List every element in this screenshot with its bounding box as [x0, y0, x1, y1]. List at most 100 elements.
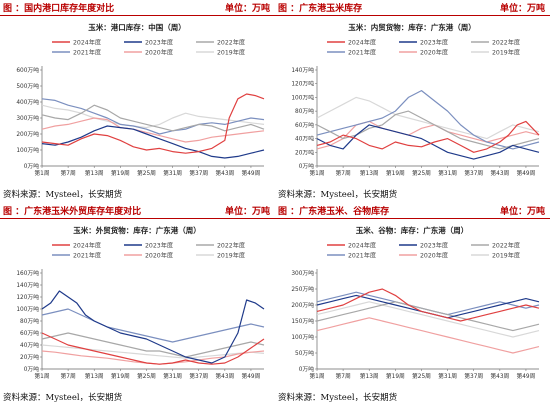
series-line-2022年度 [316, 301, 540, 332]
y-tick-label: 200万吨 [16, 130, 39, 138]
panel-unit: 单位：万吨 [499, 4, 545, 14]
panel-title: 图 ：广东港玉米库存 [278, 4, 363, 14]
x-tick-label: 第1周 [34, 169, 49, 177]
y-tick-label: 60万吨 [295, 121, 314, 129]
y-tick-label: 100万吨 [16, 146, 39, 154]
panel-unit: 单位：万吨 [499, 207, 545, 217]
x-tick-label: 第37周 [464, 372, 483, 380]
legend-label: 2021年度 [348, 252, 376, 260]
series-line-2023年度 [41, 125, 265, 159]
chart-guangdong-grain: 玉米、谷物：库存：广东港（周） 2024年度 2023年度 2022年度 2021年度 2… [291, 225, 540, 380]
legend-label: 2023年度 [420, 242, 448, 250]
legend-label: 2021年度 [348, 49, 376, 57]
series-line-2024年度 [41, 332, 265, 365]
panel-header: 图 ：广东港玉米、谷物库存 单位：万吨 [275, 203, 550, 219]
y-tick-label: 100万吨 [16, 305, 39, 313]
y-tick-label: 100万吨 [291, 333, 314, 341]
series-line-2020年度 [316, 317, 540, 354]
legend-label: 2024年度 [348, 242, 376, 250]
legend-label: 2021年度 [73, 252, 101, 260]
legend-label: 2020年度 [420, 49, 448, 57]
chart-title: 玉米：港口库存：中国（周） [88, 22, 186, 32]
chart-title: 玉米：内贸货物：库存：广东港（周） [348, 22, 476, 32]
chart-title: 玉米：外贸货物：库存：广东港（周） [73, 225, 201, 235]
source-note: 资料来源：Mysteel，长安期货 [278, 190, 398, 200]
series-line-2020年度 [316, 120, 540, 150]
series-line-2020年度 [41, 350, 265, 365]
x-tick-label: 第43周 [490, 169, 509, 177]
y-tick-label: 80万吨 [20, 317, 39, 325]
y-tick-label: 40万吨 [295, 135, 314, 143]
x-tick-label: 第49周 [516, 169, 535, 177]
x-tick-label: 第1周 [34, 372, 49, 380]
x-tick-label: 第1周 [309, 372, 324, 380]
legend-label: 2023年度 [420, 39, 448, 47]
x-tick-label: 第49周 [516, 372, 535, 380]
y-tick-label: 0万吨 [24, 162, 39, 170]
source-note: 资料来源：Mysteel，长安期货 [278, 393, 398, 403]
series-line-2023年度 [316, 124, 540, 160]
x-tick-label: 第19周 [111, 169, 130, 177]
x-tick-label: 第7周 [60, 372, 75, 380]
panel-title: 图 ：国内港口库存年度对比 [3, 4, 115, 14]
x-tick-label: 第13周 [360, 169, 379, 177]
series-line-2021年度 [316, 89, 540, 150]
y-tick-label: 120万吨 [291, 80, 314, 88]
series-line-2024年度 [41, 93, 265, 154]
y-tick-label: 300万吨 [16, 114, 39, 122]
panel-header: 图 ：国内港口库存年度对比 单位：万吨 [0, 0, 275, 16]
legend-label: 2020年度 [145, 49, 173, 57]
y-tick-label: 150万吨 [291, 317, 314, 325]
series-line-2019年度 [316, 301, 540, 338]
legend-label: 2024年度 [73, 39, 101, 47]
x-tick-label: 第25周 [412, 169, 431, 177]
panel-unit: 单位：万吨 [224, 4, 270, 14]
x-tick-label: 第31周 [438, 372, 457, 380]
x-tick-label: 第31周 [438, 169, 457, 177]
series-line-2024年度 [316, 288, 540, 322]
panel-unit: 单位：万吨 [224, 207, 270, 217]
x-tick-label: 第19周 [386, 169, 405, 177]
y-tick-label: 250万吨 [291, 285, 314, 293]
legend-label: 2020年度 [420, 252, 448, 260]
y-tick-label: 120万吨 [16, 293, 39, 301]
legend-label: 2022年度 [492, 242, 520, 250]
y-tick-label: 400万吨 [16, 98, 39, 106]
x-tick-label: 第19周 [111, 372, 130, 380]
legend-label: 2020年度 [145, 252, 173, 260]
legend-label: 2022年度 [217, 242, 245, 250]
series-line-2023年度 [41, 290, 265, 364]
series-line-2022年度 [41, 332, 265, 358]
panel-title: 图 ：广东港玉米外贸库存年度对比 [3, 207, 142, 217]
y-tick-label: 0万吨 [24, 365, 39, 373]
series-line-2022年度 [316, 110, 540, 150]
panel-port-inventory: 图 ：国内港口库存年度对比 单位：万吨 玉米：港口库存：中国（周） 2024年度 2… [0, 0, 275, 203]
x-tick-label: 第13周 [85, 169, 104, 177]
x-tick-label: 第7周 [335, 372, 350, 380]
chart-title: 玉米、谷物：库存：广东港（周） [356, 225, 469, 235]
panel-guangdong-domestic: 图 ：广东港玉米库存 单位：万吨 玉米：内贸货物：库存：广东港（周） 2024年度… [275, 0, 550, 203]
y-tick-label: 600万吨 [16, 66, 39, 74]
y-tick-label: 0万吨 [299, 162, 314, 170]
y-tick-label: 140万吨 [16, 281, 39, 289]
y-tick-label: 300万吨 [291, 269, 314, 277]
y-tick-label: 160万吨 [16, 269, 39, 277]
legend-label: 2019年度 [492, 49, 520, 57]
x-tick-label: 第7周 [335, 169, 350, 177]
chart-port-inventory: 玉米：港口库存：中国（周） 2024年度 2023年度 2022年度 2021年度 202… [16, 22, 265, 177]
source-note: 资料来源：Mysteel，长安期货 [3, 190, 123, 200]
series-line-2019年度 [316, 96, 540, 140]
x-tick-label: 第7周 [60, 169, 75, 177]
x-tick-label: 第19周 [386, 372, 405, 380]
panel-header: 图 ：广东港玉米库存 单位：万吨 [275, 0, 550, 16]
x-tick-label: 第25周 [412, 372, 431, 380]
source-note: 资料来源：Mysteel，长安期货 [3, 393, 123, 403]
x-tick-label: 第31周 [163, 372, 182, 380]
y-tick-label: 40万吨 [20, 341, 39, 349]
series-line-2021年度 [41, 98, 265, 135]
x-tick-label: 第13周 [85, 372, 104, 380]
x-tick-label: 第37周 [464, 169, 483, 177]
series-line-2024年度 [316, 120, 540, 153]
legend-label: 2024年度 [348, 39, 376, 47]
legend-label: 2019年度 [217, 49, 245, 57]
